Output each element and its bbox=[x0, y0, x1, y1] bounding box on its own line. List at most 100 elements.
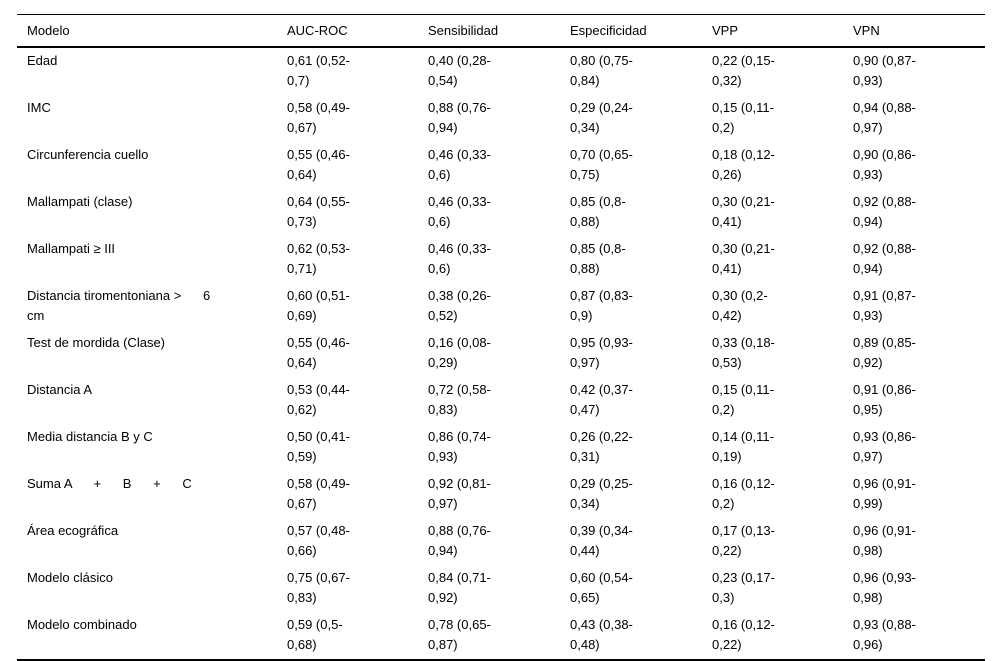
model-label-cell: Distancia tiromentoniana > 6 cm bbox=[27, 288, 211, 323]
metric-value-cell: 0,92 (0,81- 0,97) bbox=[428, 476, 491, 511]
metric-value-cell: 0,42 (0,37- 0,47) bbox=[570, 382, 633, 417]
table-row: Suma A + B + C 0,58 (0,49- 0,67) 0,92 (0,8… bbox=[17, 471, 985, 518]
metric-value-cell: 0,23 (0,17- 0,3) bbox=[712, 570, 775, 605]
metric-value-cell: 0,46 (0,33- 0,6) bbox=[428, 194, 491, 229]
metric-value-cell: 0,55 (0,46- 0,64) bbox=[287, 335, 350, 370]
metric-value-cell: 0,93 (0,86- 0,97) bbox=[853, 429, 916, 464]
metric-value-cell: 0,39 (0,34- 0,44) bbox=[570, 523, 633, 558]
metric-value-cell: 0,46 (0,33- 0,6) bbox=[428, 147, 491, 182]
metric-value-cell: 0,96 (0,93- 0,98) bbox=[853, 570, 916, 605]
metric-value-cell: 0,92 (0,88- 0,94) bbox=[853, 194, 916, 229]
metric-value-cell: 0,33 (0,18- 0,53) bbox=[712, 335, 775, 370]
model-label-cell: Circunferencia cuello bbox=[27, 147, 149, 162]
model-label-cell: Área ecográfica bbox=[27, 523, 119, 538]
metric-value-cell: 0,26 (0,22- 0,31) bbox=[570, 429, 633, 464]
metric-value-cell: 0,38 (0,26- 0,52) bbox=[428, 288, 491, 323]
model-label-cell: Mallampati ≥ III bbox=[27, 241, 116, 256]
metric-value-cell: 0,94 (0,88- 0,97) bbox=[853, 100, 916, 135]
metric-value-cell: 0,16 (0,12- 0,22) bbox=[712, 617, 775, 652]
metric-value-cell: 0,75 (0,67- 0,83) bbox=[287, 570, 350, 605]
model-label-cell: Modelo clásico bbox=[27, 570, 113, 585]
metric-value-cell: 0,96 (0,91- 0,99) bbox=[853, 476, 916, 511]
metric-value-cell: 0,22 (0,15- 0,32) bbox=[712, 53, 775, 88]
metric-value-cell: 0,60 (0,51- 0,69) bbox=[287, 288, 350, 323]
metric-value-cell: 0,46 (0,33- 0,6) bbox=[428, 241, 491, 276]
table-row: Edad 0,61 (0,52- 0,7) 0,40 (0,28- 0,54) 0,8… bbox=[17, 47, 985, 95]
table-body: Edad 0,61 (0,52- 0,7) 0,40 (0,28- 0,54) 0,8… bbox=[17, 47, 985, 660]
metric-value-cell: 0,16 (0,12- 0,2) bbox=[712, 476, 775, 511]
column-header-sensibilidad: Sensibilidad bbox=[418, 14, 560, 48]
metric-value-cell: 0,30 (0,21- 0,41) bbox=[712, 241, 775, 276]
column-header-especificidad: Especificidad bbox=[560, 14, 702, 48]
model-label-cell: Suma A + B + C bbox=[27, 476, 192, 491]
metric-value-cell: 0,61 (0,52- 0,7) bbox=[287, 53, 350, 88]
metric-value-cell: 0,93 (0,88- 0,96) bbox=[853, 617, 916, 652]
metric-value-cell: 0,89 (0,85- 0,92) bbox=[853, 335, 916, 370]
table-row: Media distancia B y C 0,50 (0,41- 0,59) 0,… bbox=[17, 424, 985, 471]
metric-value-cell: 0,90 (0,86- 0,93) bbox=[853, 147, 916, 182]
model-label-cell: Modelo combinado bbox=[27, 617, 137, 632]
metric-value-cell: 0,95 (0,93- 0,97) bbox=[570, 335, 633, 370]
metric-value-cell: 0,30 (0,21- 0,41) bbox=[712, 194, 775, 229]
header-row: Modelo AUC-ROC Sensibilidad Especificida… bbox=[17, 14, 985, 48]
table-row: Distancia tiromentoniana > 6 cm 0,60 (0,5… bbox=[17, 283, 985, 330]
metric-value-cell: 0,53 (0,44- 0,62) bbox=[287, 382, 350, 417]
metric-value-cell: 0,91 (0,87- 0,93) bbox=[853, 288, 916, 323]
model-label-cell: Test de mordida (Clase) bbox=[27, 335, 165, 350]
table-row: Área ecográfica 0,57 (0,48- 0,66) 0,88 (0,… bbox=[17, 518, 985, 565]
table-row: Mallampati (clase) 0,64 (0,55- 0,73) 0,46 … bbox=[17, 189, 985, 236]
metric-value-cell: 0,85 (0,8- 0,88) bbox=[570, 241, 626, 276]
model-label-cell: IMC bbox=[27, 100, 51, 115]
metric-value-cell: 0,80 (0,75- 0,84) bbox=[570, 53, 633, 88]
metric-value-cell: 0,78 (0,65- 0,87) bbox=[428, 617, 491, 652]
metric-value-cell: 0,88 (0,76- 0,94) bbox=[428, 100, 491, 135]
metric-value-cell: 0,15 (0,11- 0,2) bbox=[712, 100, 774, 135]
column-header-vpn: VPN bbox=[843, 14, 985, 48]
table-row: Distancia A 0,53 (0,44- 0,62) 0,72 (0,58- … bbox=[17, 377, 985, 424]
metric-value-cell: 0,29 (0,25- 0,34) bbox=[570, 476, 633, 511]
metric-value-cell: 0,96 (0,91- 0,98) bbox=[853, 523, 916, 558]
diagnostic-metrics-table: Modelo AUC-ROC Sensibilidad Especificida… bbox=[17, 14, 985, 661]
metric-value-cell: 0,50 (0,41- 0,59) bbox=[287, 429, 350, 464]
diagnostic-metrics-table-container: Modelo AUC-ROC Sensibilidad Especificida… bbox=[17, 14, 985, 661]
metric-value-cell: 0,64 (0,55- 0,73) bbox=[287, 194, 350, 229]
metric-value-cell: 0,58 (0,49- 0,67) bbox=[287, 476, 350, 511]
metric-value-cell: 0,30 (0,2- 0,42) bbox=[712, 288, 768, 323]
metric-value-cell: 0,92 (0,88- 0,94) bbox=[853, 241, 916, 276]
model-label-cell: Media distancia B y C bbox=[27, 429, 153, 444]
metric-value-cell: 0,86 (0,74- 0,93) bbox=[428, 429, 491, 464]
metric-value-cell: 0,60 (0,54- 0,65) bbox=[570, 570, 633, 605]
metric-value-cell: 0,57 (0,48- 0,66) bbox=[287, 523, 350, 558]
column-header-modelo: Modelo bbox=[17, 14, 277, 48]
metric-value-cell: 0,29 (0,24- 0,34) bbox=[570, 100, 633, 135]
table-header: Modelo AUC-ROC Sensibilidad Especificida… bbox=[17, 14, 985, 48]
model-label-cell: Edad bbox=[27, 53, 58, 68]
column-header-vpp: VPP bbox=[702, 14, 843, 48]
metric-value-cell: 0,17 (0,13- 0,22) bbox=[712, 523, 775, 558]
model-label-cell: Mallampati (clase) bbox=[27, 194, 133, 209]
metric-value-cell: 0,72 (0,58- 0,83) bbox=[428, 382, 491, 417]
metric-value-cell: 0,55 (0,46- 0,64) bbox=[287, 147, 350, 182]
metric-value-cell: 0,70 (0,65- 0,75) bbox=[570, 147, 633, 182]
metric-value-cell: 0,14 (0,11- 0,19) bbox=[712, 429, 774, 464]
metric-value-cell: 0,43 (0,38- 0,48) bbox=[570, 617, 633, 652]
metric-value-cell: 0,91 (0,86- 0,95) bbox=[853, 382, 916, 417]
table-row: Test de mordida (Clase) 0,55 (0,46- 0,64)… bbox=[17, 330, 985, 377]
table-row: Modelo clásico 0,75 (0,67- 0,83) 0,84 (0,7… bbox=[17, 565, 985, 612]
metric-value-cell: 0,40 (0,28- 0,54) bbox=[428, 53, 491, 88]
metric-value-cell: 0,18 (0,12- 0,26) bbox=[712, 147, 775, 182]
table-row: Modelo combinado 0,59 (0,5- 0,68) 0,78 (0,… bbox=[17, 612, 985, 660]
metric-value-cell: 0,87 (0,83- 0,9) bbox=[570, 288, 633, 323]
metric-value-cell: 0,58 (0,49- 0,67) bbox=[287, 100, 350, 135]
metric-value-cell: 0,90 (0,87- 0,93) bbox=[853, 53, 916, 88]
metric-value-cell: 0,85 (0,8- 0,88) bbox=[570, 194, 626, 229]
table-row: Circunferencia cuello 0,55 (0,46- 0,64) 0,… bbox=[17, 142, 985, 189]
metric-value-cell: 0,15 (0,11- 0,2) bbox=[712, 382, 774, 417]
metric-value-cell: 0,88 (0,76- 0,94) bbox=[428, 523, 491, 558]
table-row: IMC 0,58 (0,49- 0,67) 0,88 (0,76- 0,94) 0,2… bbox=[17, 95, 985, 142]
table-row: Mallampati ≥ III 0,62 (0,53- 0,71) 0,46 (0… bbox=[17, 236, 985, 283]
metric-value-cell: 0,59 (0,5- 0,68) bbox=[287, 617, 343, 652]
metric-value-cell: 0,16 (0,08- 0,29) bbox=[428, 335, 491, 370]
model-label-cell: Distancia A bbox=[27, 382, 93, 397]
metric-value-cell: 0,62 (0,53- 0,71) bbox=[287, 241, 350, 276]
